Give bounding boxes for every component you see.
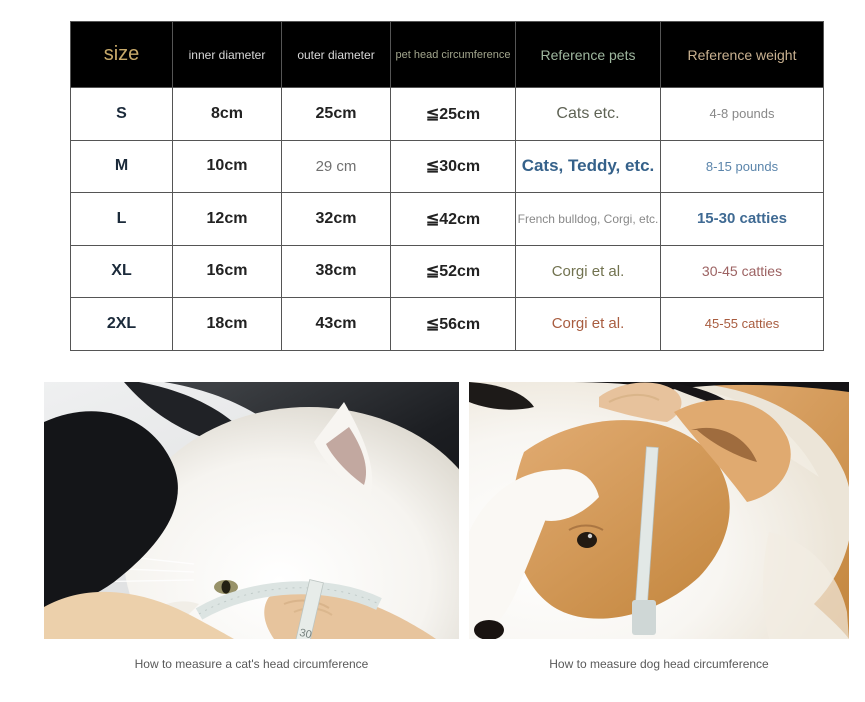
svg-text:30: 30 <box>298 627 313 639</box>
